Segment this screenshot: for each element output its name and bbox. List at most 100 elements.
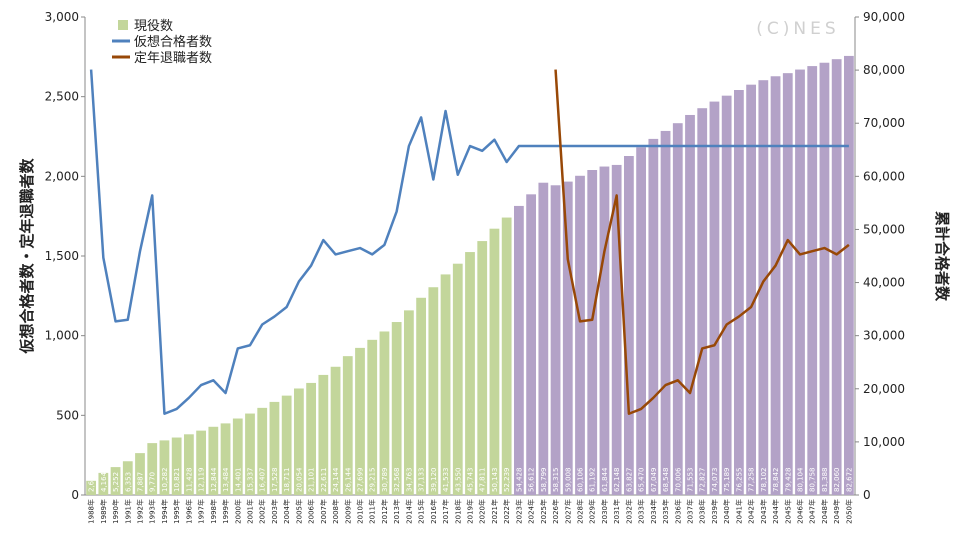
bar: [452, 263, 463, 495]
bar-value-label: 61,192: [589, 468, 597, 493]
bar-value-label: 56,612: [528, 468, 536, 493]
x-tick-label: 1993年: [148, 499, 157, 524]
x-tick-label: 1997年: [197, 499, 206, 524]
bar: [428, 287, 439, 495]
bar-value-label: 20,054: [295, 467, 303, 492]
bar-value-label: 27,699: [357, 468, 365, 493]
legend-label: 仮想合格者数: [134, 34, 212, 50]
y2-tick-label: 40,000: [863, 276, 905, 290]
bar: [734, 90, 744, 495]
bar: [245, 413, 255, 495]
x-tick-label: 2022年: [502, 499, 511, 524]
bar: [819, 62, 830, 495]
bar-value-label: 61,844: [601, 467, 609, 492]
bar: [86, 480, 96, 495]
bar: [697, 108, 708, 496]
x-tick-label: 2035年: [661, 499, 670, 524]
bar-value-label: 29,215: [369, 468, 377, 493]
bar: [208, 426, 219, 495]
x-tick-label: 2039年: [710, 499, 719, 524]
bar-value-label: 80,104: [797, 467, 805, 492]
bar-value-label: 17,528: [271, 468, 279, 493]
bar-value-label: 63,827: [625, 468, 633, 493]
bar-value-label: 13,484: [222, 467, 230, 492]
bar: [306, 382, 316, 495]
x-tick-label: 2024年: [527, 499, 536, 524]
bar: [611, 164, 622, 496]
x-tick-label: 1991年: [123, 499, 132, 524]
x-tick-label: 2004年: [282, 499, 291, 524]
bar-value-label: 74,073: [711, 468, 719, 493]
bar-value-label: 54,428: [515, 468, 523, 493]
bar: [538, 182, 549, 495]
x-tick-label: 1988年: [87, 499, 96, 524]
bar: [465, 252, 475, 495]
bar-value-label: 70,006: [674, 467, 682, 492]
x-tick-label: 2040年: [722, 499, 731, 524]
bar-value-label: 11,428: [185, 468, 193, 493]
y-tick-label: 500: [56, 408, 79, 422]
bar-value-label: 81,388: [821, 468, 829, 493]
bar: [685, 114, 695, 496]
y-tick-label: 0: [71, 488, 79, 502]
bar-value-label: 9,770: [149, 472, 157, 492]
y2-tick-label: 30,000: [863, 329, 905, 343]
x-tick-label: 2048年: [820, 499, 829, 524]
bar: [770, 76, 781, 495]
x-tick-label: 2003年: [270, 499, 279, 524]
x-tick-label: 2042年: [747, 499, 756, 524]
bar-value-label: 62,148: [613, 468, 621, 493]
bar: [514, 205, 524, 495]
bar-value-label: 37,133: [418, 468, 426, 493]
x-tick-label: 2010年: [356, 499, 365, 524]
bar-value-label: 22,611: [320, 468, 328, 493]
x-tick-label: 2021年: [490, 499, 499, 524]
bar-value-label: 12,119: [198, 468, 206, 493]
bar-value-label: 58,315: [552, 468, 560, 493]
bar-value-label: 39,120: [430, 468, 438, 493]
bar: [636, 147, 646, 495]
bar-value-label: 5,252: [112, 472, 120, 492]
bar-value-label: 16,407: [259, 468, 267, 493]
bar: [477, 241, 488, 495]
bar: [587, 170, 598, 495]
bar: [355, 347, 365, 495]
x-tick-label: 2034年: [649, 499, 658, 524]
bar: [367, 339, 378, 495]
bar-value-label: 14,401: [234, 468, 242, 493]
bar-value-label: 21,101: [308, 468, 316, 493]
x-tick-label: 2018年: [453, 499, 462, 524]
bar: [746, 84, 756, 495]
legend-label: 現役数: [134, 19, 173, 34]
x-tick-label: 2016年: [429, 499, 438, 524]
bar: [526, 194, 536, 495]
x-tick-label: 2019年: [466, 499, 475, 524]
y2-tick-label: 90,000: [863, 10, 905, 24]
bar: [624, 156, 634, 496]
watermark: (C)NES: [756, 19, 839, 39]
bar: [330, 366, 341, 495]
bar-value-label: 47,811: [479, 468, 487, 493]
bar: [758, 80, 769, 496]
y-tick-label: 1,000: [45, 329, 79, 343]
bar-value-label: 82,672: [845, 468, 853, 493]
bar: [342, 356, 353, 495]
bar: [721, 95, 732, 495]
bar: [795, 69, 805, 496]
bar: [391, 322, 402, 495]
x-tick-label: 2012年: [380, 499, 389, 524]
bar-value-label: 52,239: [503, 468, 511, 493]
bar: [257, 407, 268, 495]
x-tick-label: 2028年: [576, 499, 585, 524]
bar: [831, 59, 842, 495]
x-tick-label: 2025年: [539, 499, 548, 524]
bar: [807, 66, 818, 495]
bar: [416, 297, 426, 495]
x-tick-label: 2031年: [612, 499, 621, 524]
bar-value-label: 77,258: [748, 468, 756, 493]
bar-value-label: 78,842: [772, 468, 780, 493]
x-tick-label: 1994年: [160, 499, 169, 524]
x-tick-label: 2005年: [294, 499, 303, 524]
x-tick-label: 1995年: [172, 499, 181, 524]
bar-value-label: 78,102: [760, 468, 768, 493]
